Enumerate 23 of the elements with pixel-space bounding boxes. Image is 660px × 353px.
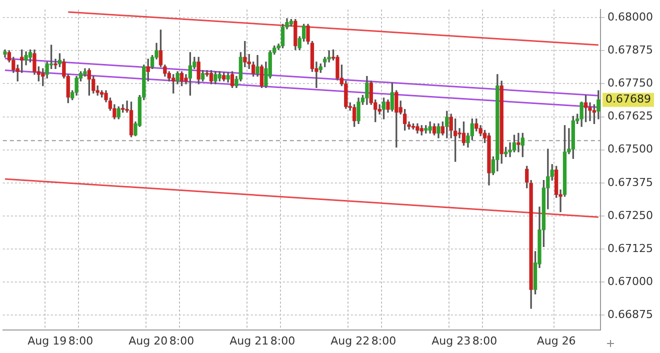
x-tick-label: Aug 20 (128, 334, 168, 348)
y-tick-label: 0.67875 (608, 43, 654, 56)
y-tick-label: 0.67250 (608, 208, 654, 222)
x-tick-label: Aug 26 (536, 334, 576, 348)
text: 0.67689 (606, 92, 652, 106)
x-tick-label: 8:00 (371, 334, 396, 348)
y-tick-label: 0.67125 (608, 242, 654, 255)
y-tick-label: 0.67000 (608, 275, 654, 288)
y-tick-label: 0.67625 (608, 110, 654, 123)
y-tick-label: 0.66875 (608, 308, 654, 322)
y-tick-label: 0.67500 (608, 142, 654, 156)
x-tick-label: Aug 23 (432, 334, 471, 348)
x-tick-label: Aug 19 (28, 334, 67, 348)
x-tick-label: Aug 21 (230, 334, 269, 348)
candlestick (516, 132, 520, 152)
x-tick-label: 8:00 (68, 334, 94, 348)
y-tick-label: 0.67750 (608, 76, 654, 90)
x-tick-label: 8:00 (472, 334, 498, 348)
x-tick-label: 8:00 (169, 334, 194, 348)
y-tick-label: 0.68000 (608, 10, 654, 24)
x-tick-label: 8:00 (270, 334, 296, 348)
y-tick-label: 0.67375 (608, 176, 654, 189)
x-tick-label: Aug 22 (330, 334, 370, 348)
